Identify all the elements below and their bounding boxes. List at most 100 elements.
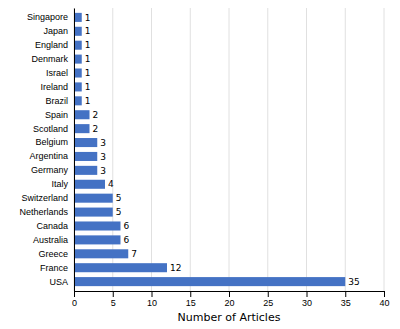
grid-line xyxy=(229,8,230,291)
bar xyxy=(74,110,90,119)
tick-label: Italy xyxy=(51,179,68,189)
bar xyxy=(74,263,167,272)
data-label: 1 xyxy=(85,68,91,78)
tick-label: Switzerland xyxy=(21,193,68,203)
grid-line xyxy=(190,8,191,291)
bar xyxy=(74,68,82,77)
tick-mark xyxy=(229,291,230,297)
tick: Netherlands xyxy=(19,207,74,217)
data-label: 6 xyxy=(124,235,130,245)
tick-label: 5 xyxy=(111,298,116,308)
tick-mark xyxy=(74,291,75,297)
tick-label: Scotland xyxy=(33,124,68,134)
tick-label: Netherlands xyxy=(19,207,68,217)
tick: Brazil xyxy=(45,96,74,106)
axis-line xyxy=(75,292,385,298)
tick: 0 xyxy=(72,291,77,308)
tick: Germany xyxy=(31,165,74,175)
chart: 11111112233345566712350510152025303540Si… xyxy=(0,0,400,329)
tick-label: Canada xyxy=(36,221,68,231)
bar xyxy=(74,180,105,189)
tick: Belgium xyxy=(35,137,74,147)
tick: Australia xyxy=(33,235,74,245)
data-label: 2 xyxy=(93,110,99,120)
data-label: 1 xyxy=(85,26,91,36)
bar xyxy=(74,235,121,244)
tick-label: Spain xyxy=(45,110,68,120)
data-label: 12 xyxy=(170,263,181,273)
data-label: 7 xyxy=(131,249,137,259)
tick-mark xyxy=(307,291,308,297)
tick-label: Singapore xyxy=(27,12,68,22)
bar xyxy=(74,249,128,258)
grid-line xyxy=(267,8,268,291)
grid xyxy=(74,8,384,291)
tick-label: Germany xyxy=(31,165,69,175)
tick: 5 xyxy=(111,291,116,308)
bar xyxy=(74,82,82,91)
bar xyxy=(74,277,345,286)
tick-mark xyxy=(190,291,191,297)
grid-line xyxy=(384,8,385,291)
tick-mark xyxy=(384,291,385,297)
grid-line xyxy=(345,8,346,291)
data-label: 1 xyxy=(85,40,91,50)
tick: 10 xyxy=(147,291,157,308)
tick-label: 30 xyxy=(302,298,312,308)
tick-label: 10 xyxy=(147,298,157,308)
data-label: 3 xyxy=(100,138,106,148)
tick: Japan xyxy=(43,26,74,36)
tick: USA xyxy=(49,276,74,286)
tick: Ireland xyxy=(40,82,74,92)
data-label: 1 xyxy=(85,82,91,92)
bar xyxy=(74,55,82,64)
bar xyxy=(74,124,90,133)
tick-label: England xyxy=(35,40,68,50)
tick-label: Belgium xyxy=(35,137,68,147)
tick-label: Brazil xyxy=(45,96,68,106)
data-label: 6 xyxy=(124,221,130,231)
bar xyxy=(74,194,113,203)
tick: 15 xyxy=(186,291,196,308)
tick-label: Japan xyxy=(43,26,68,36)
bar xyxy=(74,166,97,175)
tick-label: Greece xyxy=(38,249,68,259)
tick: Italy xyxy=(51,179,74,189)
tick-label: Israel xyxy=(46,68,68,78)
bar xyxy=(74,208,113,217)
data-label: 3 xyxy=(100,152,106,162)
tick: Greece xyxy=(38,249,74,259)
data-label: 4 xyxy=(108,179,114,189)
data-label: 35 xyxy=(348,277,359,287)
bars xyxy=(74,13,345,286)
tick: Canada xyxy=(36,221,74,231)
bar xyxy=(74,138,97,147)
x-axis: 0510152025303540 xyxy=(72,291,390,308)
data-label: 1 xyxy=(85,13,91,23)
data-label: 5 xyxy=(116,207,122,217)
grid-line xyxy=(151,8,152,291)
tick-mark xyxy=(268,291,269,297)
tick-label: 40 xyxy=(379,298,389,308)
data-label: 5 xyxy=(116,193,122,203)
grid-line xyxy=(306,8,307,291)
data-label: 3 xyxy=(100,166,106,176)
data-labels: 1111111223334556671235 xyxy=(85,13,360,287)
tick-label: 15 xyxy=(186,298,196,308)
tick-label: Argentina xyxy=(29,151,68,161)
tick: Denmark xyxy=(31,54,74,64)
y-axis: Singapore Japan England Denmark Israel Irelan… xyxy=(19,9,74,292)
plot: 11111112233345566712350510152025303540Si… xyxy=(19,8,389,308)
bar xyxy=(74,96,82,105)
tick: Scotland xyxy=(33,124,74,134)
tick-label: Ireland xyxy=(40,82,68,92)
grid-line xyxy=(74,8,75,291)
data-label: 2 xyxy=(93,124,99,134)
tick-label: Australia xyxy=(33,235,68,245)
tick-label: USA xyxy=(49,276,68,286)
bar xyxy=(74,221,121,230)
tick-label: 20 xyxy=(224,298,234,308)
bar xyxy=(74,27,82,36)
tick-mark xyxy=(113,291,114,297)
tick-label: 25 xyxy=(263,298,273,308)
